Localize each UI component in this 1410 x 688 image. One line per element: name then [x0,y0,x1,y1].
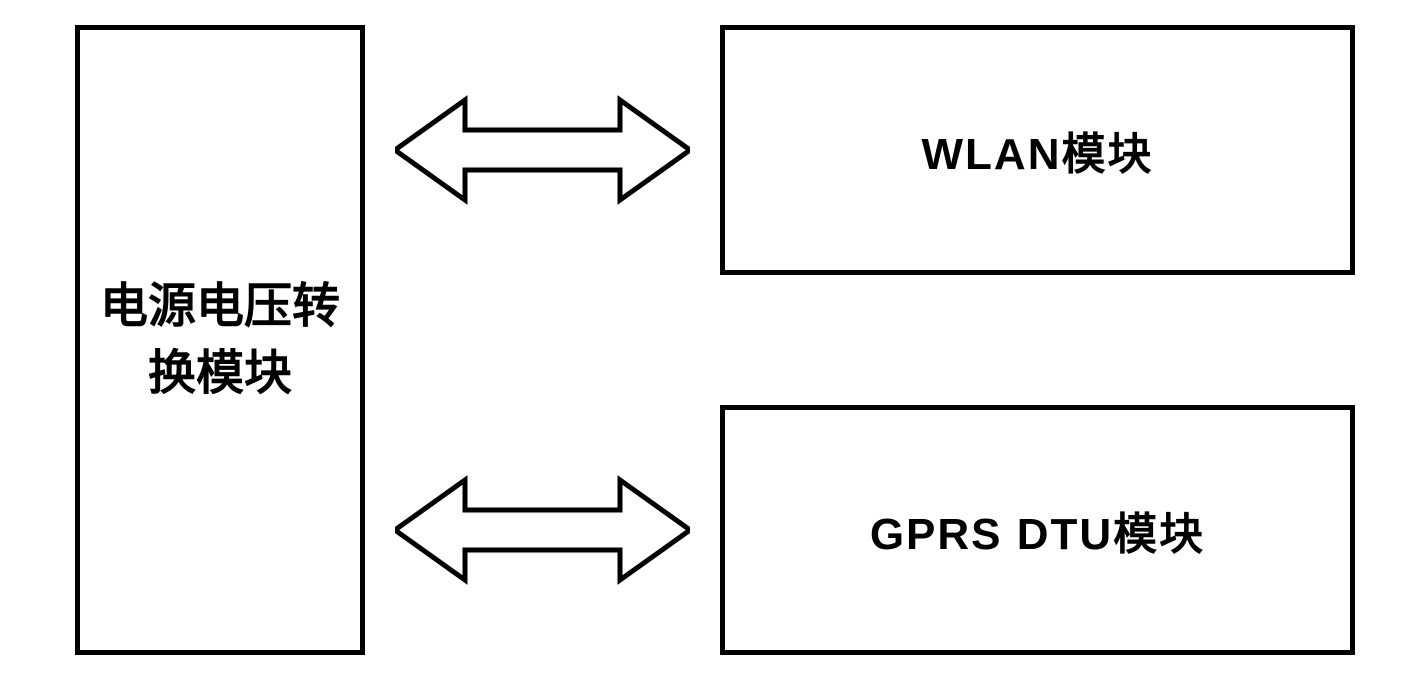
wlan-module: WLAN模块 [720,25,1355,275]
diagram-container: 电源电压转换模块 WLAN模块 GPRS DTU模块 [0,0,1410,688]
gprs-label: GPRS DTU模块 [870,498,1205,562]
gprs-dtu-module: GPRS DTU模块 [720,405,1355,655]
power-voltage-conversion-module: 电源电压转换模块 [75,25,365,655]
arrow-bottom [395,470,690,590]
double-arrow-icon [395,480,690,580]
left-block-label: 电源电压转换模块 [80,273,360,407]
double-arrow-icon [395,100,690,200]
wlan-label: WLAN模块 [922,118,1154,182]
arrow-top [395,90,690,210]
